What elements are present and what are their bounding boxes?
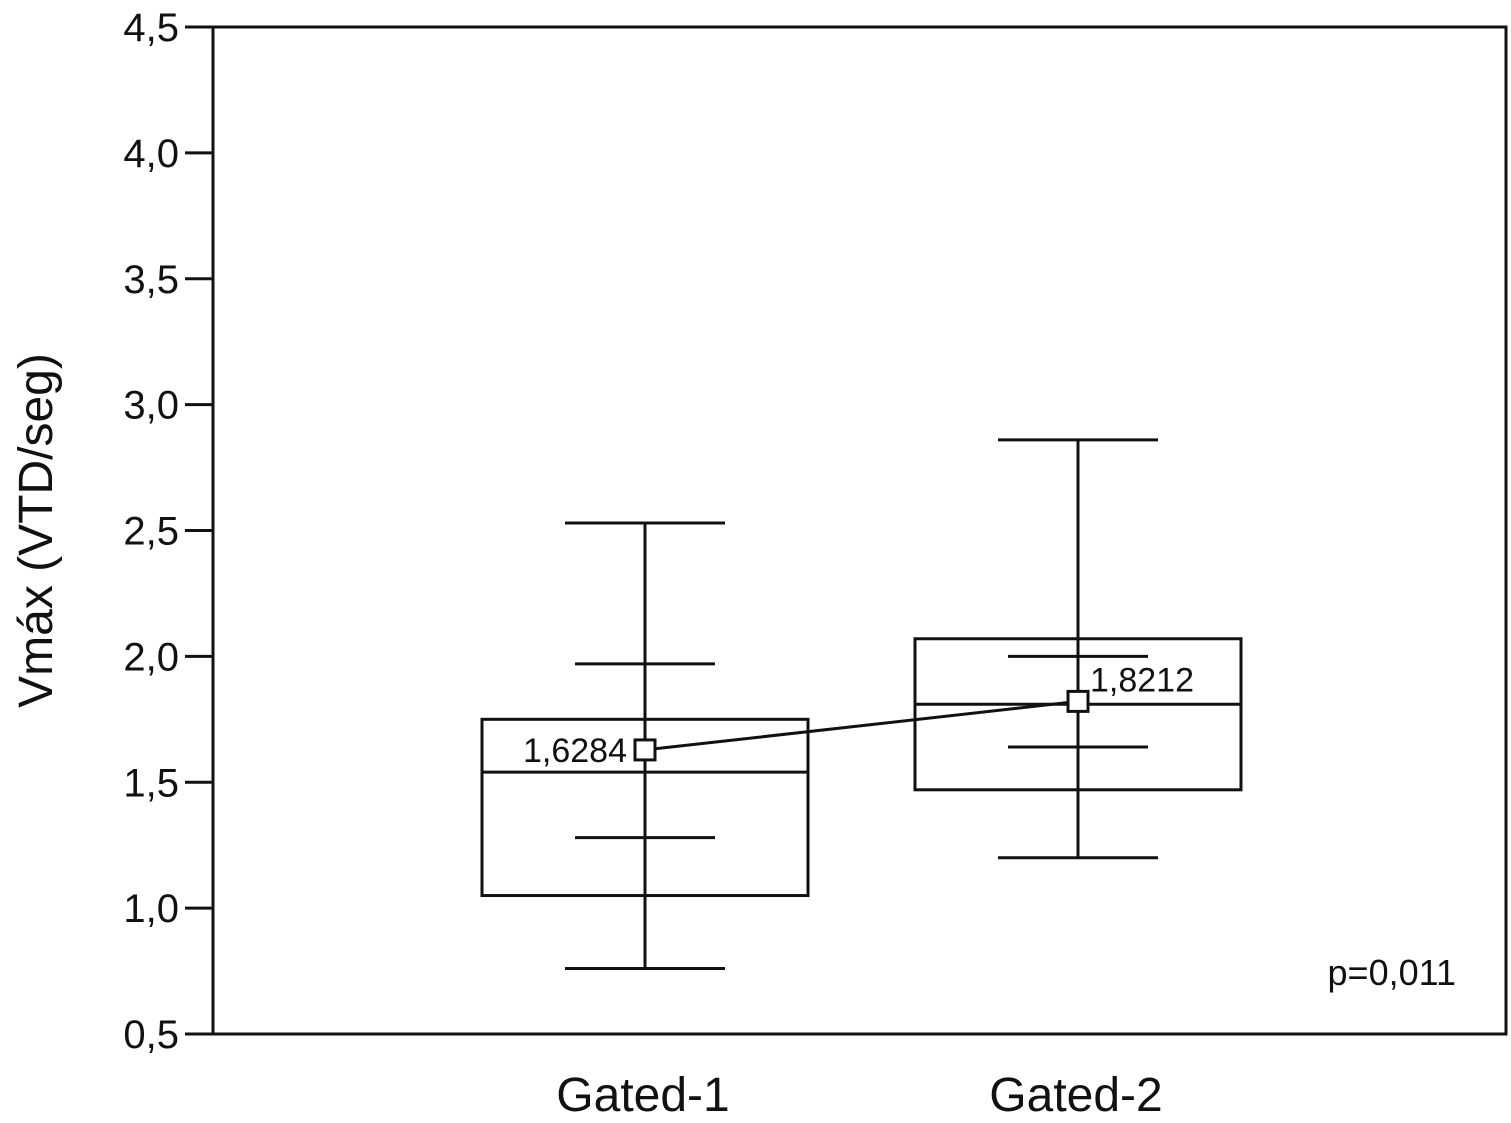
y-tick-label: 1,0 bbox=[123, 887, 179, 931]
p-value-annotation: p=0,011 bbox=[1328, 952, 1456, 993]
category-label: Gated-1 bbox=[556, 1069, 729, 1122]
y-tick-label: 4,5 bbox=[123, 6, 179, 50]
box-group bbox=[913, 438, 1243, 860]
y-tick-label: 2,5 bbox=[123, 510, 179, 554]
box bbox=[480, 717, 810, 898]
mean-label: 1,8212 bbox=[1090, 661, 1194, 699]
mean-marker bbox=[1066, 689, 1090, 713]
box-group bbox=[480, 521, 810, 971]
y-tick-label: 0,5 bbox=[123, 1013, 179, 1057]
plot-frame bbox=[211, 25, 1508, 1036]
mean-label: 1,6284 bbox=[523, 732, 627, 770]
x-axis-labels: Gated-1 Gated-2 bbox=[556, 1069, 1162, 1122]
y-tick-label: 1,5 bbox=[123, 761, 179, 805]
mean-connector-line bbox=[644, 699, 1079, 752]
y-tick-label: 3,5 bbox=[123, 258, 179, 302]
y-tick-label: 2,0 bbox=[123, 635, 179, 679]
category-label: Gated-2 bbox=[989, 1069, 1162, 1122]
y-tick-label: 3,0 bbox=[123, 384, 179, 428]
y-axis-label: Vmáx (VTD/seg) bbox=[10, 353, 63, 708]
mean-marker bbox=[633, 738, 657, 762]
y-axis: 0,5 1,0 1,5 2,0 2,5 3,0 3,5 4,0 4,5 bbox=[123, 6, 213, 1057]
y-tick-label: 4,0 bbox=[123, 132, 179, 176]
mean-markers: 1,6284 1,8212 bbox=[523, 661, 1194, 770]
box bbox=[913, 637, 1243, 792]
box-groups bbox=[480, 438, 1243, 971]
